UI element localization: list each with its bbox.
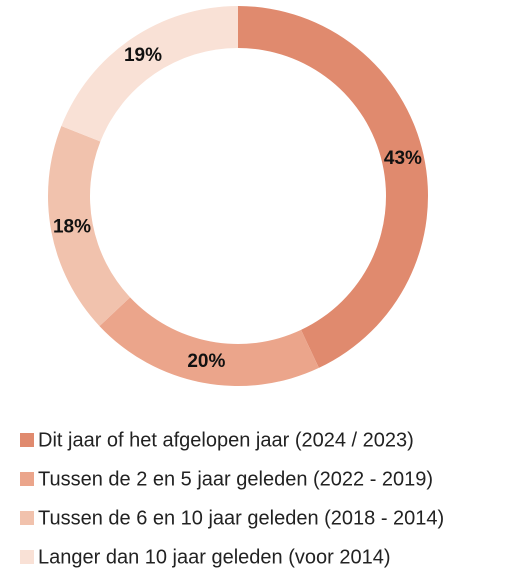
legend-label: Dit jaar of het afgelopen jaar (2024 / 2…: [38, 429, 414, 451]
legend-swatch: [20, 433, 34, 447]
donut-slice: [238, 6, 429, 368]
donut-slice: [47, 126, 131, 327]
data-label: 43%: [384, 148, 422, 169]
legend-swatch: [20, 511, 34, 525]
legend-label: Langer dan 10 jaar geleden (voor 2014): [38, 546, 390, 568]
data-label: 19%: [124, 45, 162, 66]
legend-swatch: [20, 550, 34, 564]
legend-label: Tussen de 6 en 10 jaar geleden (2018 - 2…: [38, 507, 444, 529]
legend-label: Tussen de 2 en 5 jaar geleden (2022 - 20…: [38, 468, 433, 490]
data-label: 18%: [53, 217, 91, 238]
donut-slice: [99, 297, 319, 386]
donut-slice: [61, 6, 238, 142]
legend-swatch: [20, 472, 34, 486]
data-label: 20%: [187, 351, 225, 372]
